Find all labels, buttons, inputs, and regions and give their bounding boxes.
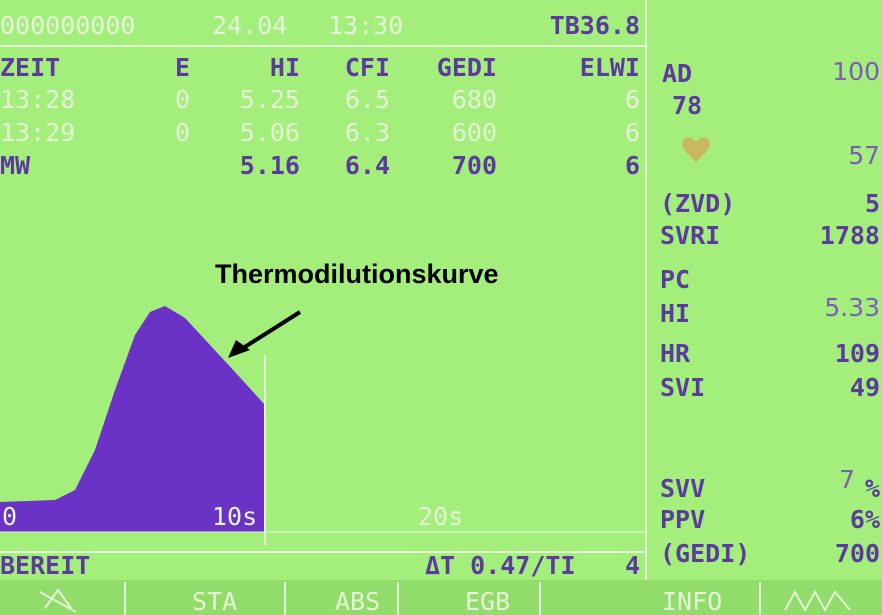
table-cell: 13:29 — [0, 118, 75, 147]
column-header: E — [175, 53, 190, 82]
mean-cell: 5.16 — [240, 151, 300, 180]
ad-dia: 78 — [672, 91, 702, 120]
table-cell: 6.5 — [345, 85, 390, 114]
curve-axis-label: 10s — [212, 502, 257, 531]
table-cell: 5.25 — [240, 85, 300, 114]
table-cell: 680 — [452, 85, 497, 114]
annotation: Thermodilutionskurve — [215, 259, 499, 289]
hi: 5.33 — [824, 293, 880, 322]
svri: 1788 — [820, 221, 880, 250]
curve-axis-label: 0 — [2, 502, 17, 531]
column-header: ELWI — [580, 53, 640, 82]
ppv: 6% — [850, 505, 880, 534]
ppv-label: PPV — [660, 505, 705, 534]
column-header: ZEIT — [0, 53, 60, 82]
zvd-label: (ZVD) — [660, 189, 735, 218]
svi: 49 — [850, 373, 880, 402]
button-label[interactable]: STA — [192, 587, 237, 615]
svri-label: SVRI — [660, 221, 720, 250]
svi-label: SVI — [660, 373, 705, 402]
ad-mean: 57 — [848, 141, 880, 170]
hr-label: HR — [660, 339, 691, 368]
table-cell: 6.3 — [345, 118, 390, 147]
column-header: HI — [270, 53, 300, 82]
delta-t: ΔT 0.47/TI — [425, 551, 576, 580]
gedi: 700 — [835, 539, 880, 568]
mean-label: MW — [0, 151, 31, 180]
table-cell: 5.06 — [240, 118, 300, 147]
curve-axis-label: 20s — [418, 502, 463, 531]
count: 4 — [625, 551, 640, 580]
monitor-screen: 000000000 24.04 13:30 TB36.8 Thermodilut… — [0, 0, 882, 615]
date: 24.04 — [212, 11, 287, 40]
table-cell: 0 — [175, 118, 190, 147]
table-cell: 6 — [625, 85, 640, 114]
button-label[interactable]: ABS — [335, 587, 380, 615]
hr: 109 — [835, 339, 880, 368]
column-header: GEDI — [437, 53, 497, 82]
column-header: CFI — [345, 53, 390, 82]
pc-label: PC — [660, 265, 690, 294]
svv-unit: % — [865, 474, 880, 503]
button-label[interactable]: INFO — [662, 587, 722, 615]
table-cell: 600 — [452, 118, 497, 147]
svv: 7 — [839, 465, 855, 494]
mean-cell: 6 — [625, 151, 640, 180]
status: BEREIT — [0, 551, 90, 580]
gedi-label: (GEDI) — [660, 539, 750, 568]
blood-temp: TB36.8 — [550, 11, 640, 40]
button-bar — [0, 580, 882, 615]
table-cell: 6 — [625, 118, 640, 147]
patient-id: 000000000 — [0, 11, 135, 40]
button-label[interactable]: EGB — [465, 587, 510, 615]
ad-label: AD — [662, 59, 692, 88]
svv-label: SVV — [660, 474, 705, 503]
mean-cell: 700 — [452, 151, 497, 180]
mean-cell: 6.4 — [345, 151, 390, 180]
ad-sys: 100 — [832, 57, 880, 86]
zvd: 5 — [865, 189, 880, 218]
time: 13:30 — [328, 11, 403, 40]
table-cell: 0 — [175, 85, 190, 114]
table-cell: 13:28 — [0, 85, 75, 114]
hi-label: HI — [660, 299, 690, 328]
